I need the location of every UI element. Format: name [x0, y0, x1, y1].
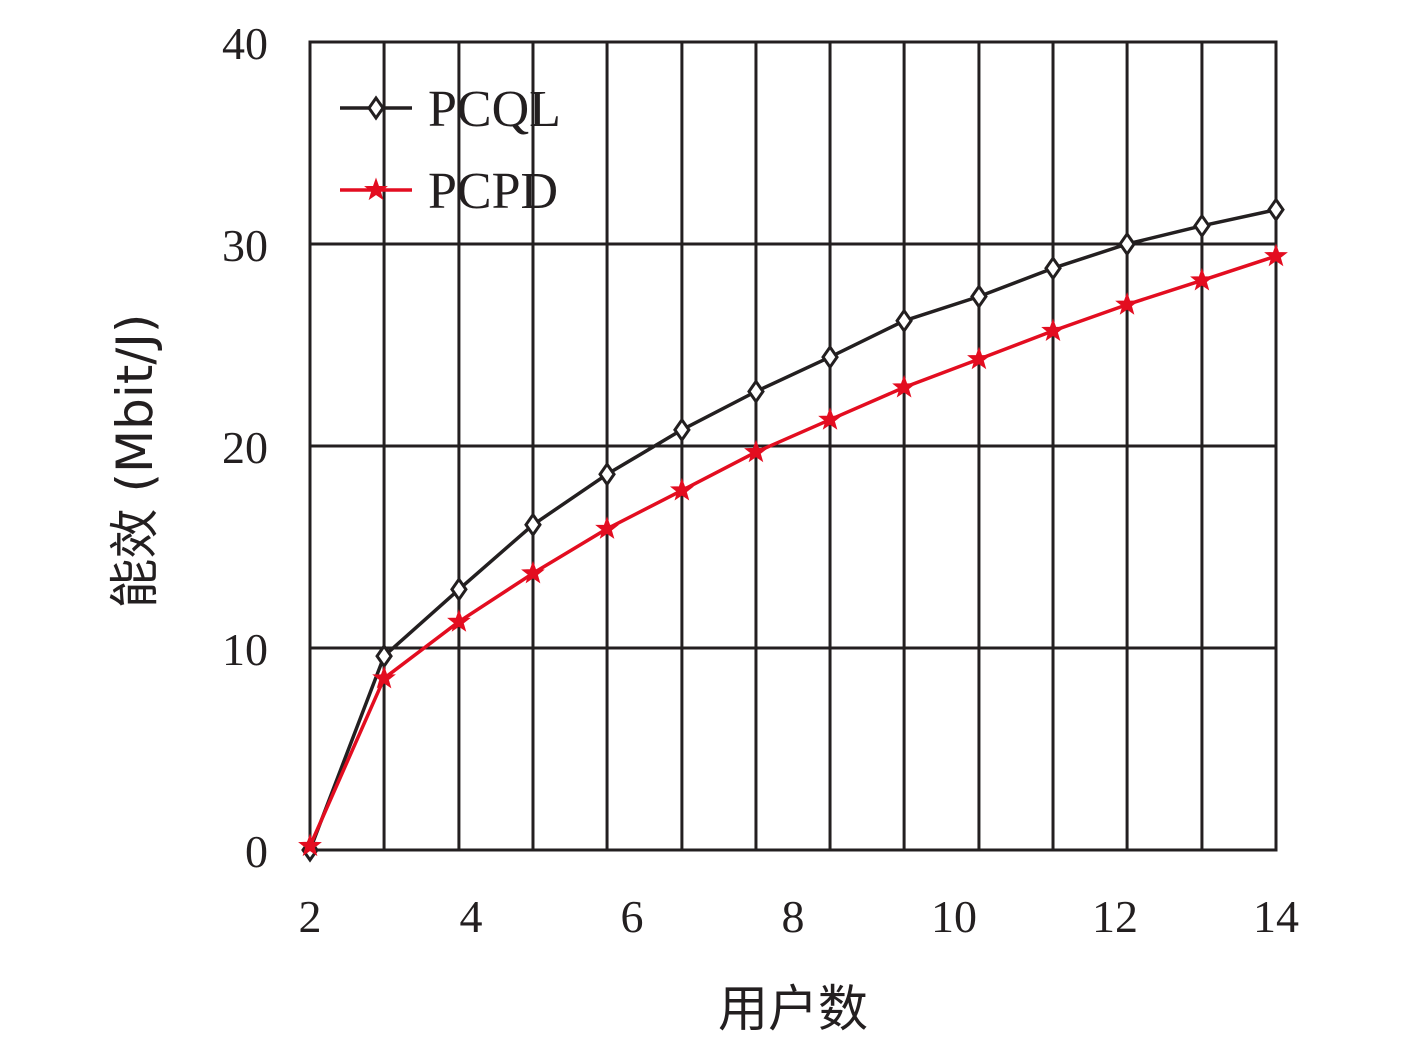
plot-frame — [308, 40, 1278, 852]
star-marker — [744, 439, 768, 463]
star-marker — [669, 477, 694, 501]
diamond-marker — [970, 283, 988, 310]
diamond-marker — [450, 576, 468, 603]
y-tick-label: 40 — [222, 18, 268, 69]
star-marker — [364, 177, 388, 201]
diamond-marker — [747, 378, 765, 405]
series-pcpd — [298, 243, 1288, 857]
x-tick-label: 4 — [460, 891, 483, 942]
star-marker — [892, 374, 917, 398]
star-marker — [1041, 318, 1065, 341]
diamond-marker — [673, 417, 691, 443]
series-group — [298, 197, 1288, 863]
legend-label: PCQL — [428, 81, 561, 138]
diamond-marker — [367, 95, 385, 121]
diamond-marker — [895, 308, 913, 334]
x-axis-ticks: 2 4 6 8 10 12 14 — [299, 891, 1300, 942]
y-axis-title: 能效 (Mbit/J) — [106, 314, 164, 609]
star-marker — [298, 833, 322, 857]
series-line — [308, 207, 1277, 851]
x-tick-label: 8 — [782, 891, 805, 942]
x-tick-label: 10 — [931, 891, 977, 942]
y-tick-label: 20 — [222, 422, 268, 473]
star-marker — [967, 346, 991, 370]
diamond-marker — [1267, 197, 1285, 223]
diamond-marker — [821, 344, 839, 370]
star-marker — [818, 407, 842, 430]
star-marker — [1115, 292, 1139, 315]
x-tick-label: 12 — [1092, 891, 1138, 942]
legend-item-pcql: PCQL — [340, 81, 561, 138]
series-line — [308, 254, 1277, 847]
x-axis-title: 用户数 — [718, 980, 868, 1038]
x-tick-label: 2 — [299, 891, 322, 942]
legend-item-pcpd: PCPD — [340, 163, 558, 220]
diamond-marker — [598, 461, 616, 487]
y-tick-label: 10 — [222, 624, 268, 675]
diamond-marker — [1193, 213, 1211, 239]
star-marker — [1190, 267, 1214, 291]
series-pcql — [301, 197, 1285, 863]
legend-label: PCPD — [428, 163, 558, 220]
x-tick-label: 6 — [621, 891, 644, 942]
x-tick-label: 14 — [1253, 891, 1299, 942]
legend: PCQL PCPD — [340, 81, 561, 220]
y-tick-label: 0 — [245, 826, 268, 877]
y-tick-label: 30 — [222, 220, 268, 271]
star-marker — [1264, 243, 1288, 267]
star-marker — [521, 560, 545, 584]
star-marker — [447, 609, 471, 632]
star-marker — [372, 665, 396, 689]
diamond-marker — [1044, 255, 1062, 281]
diamond-marker — [524, 512, 542, 538]
star-marker — [595, 516, 619, 539]
diamond-marker — [1118, 231, 1136, 257]
y-axis-ticks: 0 10 20 30 40 — [222, 18, 268, 877]
